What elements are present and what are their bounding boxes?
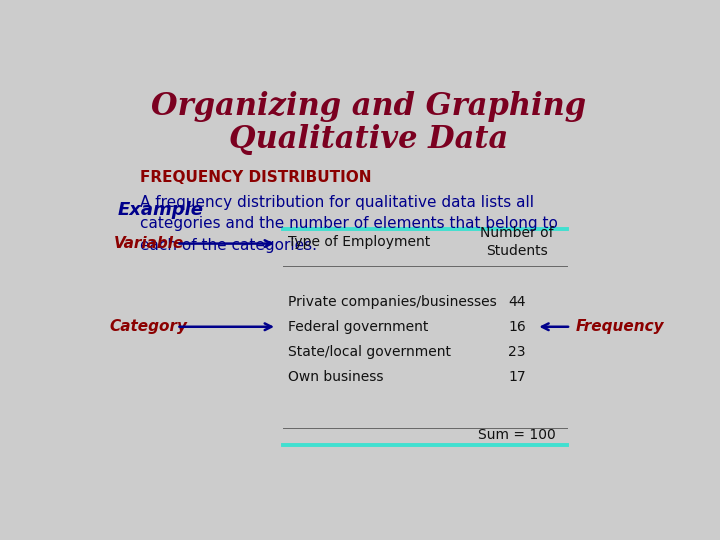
Text: Example: Example: [118, 201, 204, 219]
Text: 44: 44: [508, 295, 526, 309]
Text: A frequency distribution for qualitative data lists all: A frequency distribution for qualitative…: [140, 194, 534, 210]
Text: Variable: Variable: [114, 236, 184, 251]
Text: Frequency: Frequency: [575, 319, 664, 334]
Text: FREQUENCY DISTRIBUTION: FREQUENCY DISTRIBUTION: [140, 170, 372, 185]
Text: 17: 17: [508, 370, 526, 383]
Text: each of the categories.: each of the categories.: [140, 238, 318, 253]
Text: Own business: Own business: [288, 370, 384, 383]
Text: 16: 16: [508, 320, 526, 334]
Text: State/local government: State/local government: [288, 345, 451, 359]
Text: Qualitative Data: Qualitative Data: [230, 124, 508, 155]
Text: Number of: Number of: [480, 226, 554, 240]
Text: Type of Employment: Type of Employment: [288, 234, 431, 248]
Text: Private companies/businesses: Private companies/businesses: [288, 295, 497, 309]
Text: Organizing and Graphing: Organizing and Graphing: [151, 91, 587, 122]
Text: Sum = 100: Sum = 100: [478, 428, 556, 442]
Text: Students: Students: [486, 244, 548, 258]
Text: Category: Category: [109, 319, 188, 334]
Text: 23: 23: [508, 345, 526, 359]
Text: Federal government: Federal government: [288, 320, 428, 334]
Text: categories and the number of elements that belong to: categories and the number of elements th…: [140, 216, 558, 231]
